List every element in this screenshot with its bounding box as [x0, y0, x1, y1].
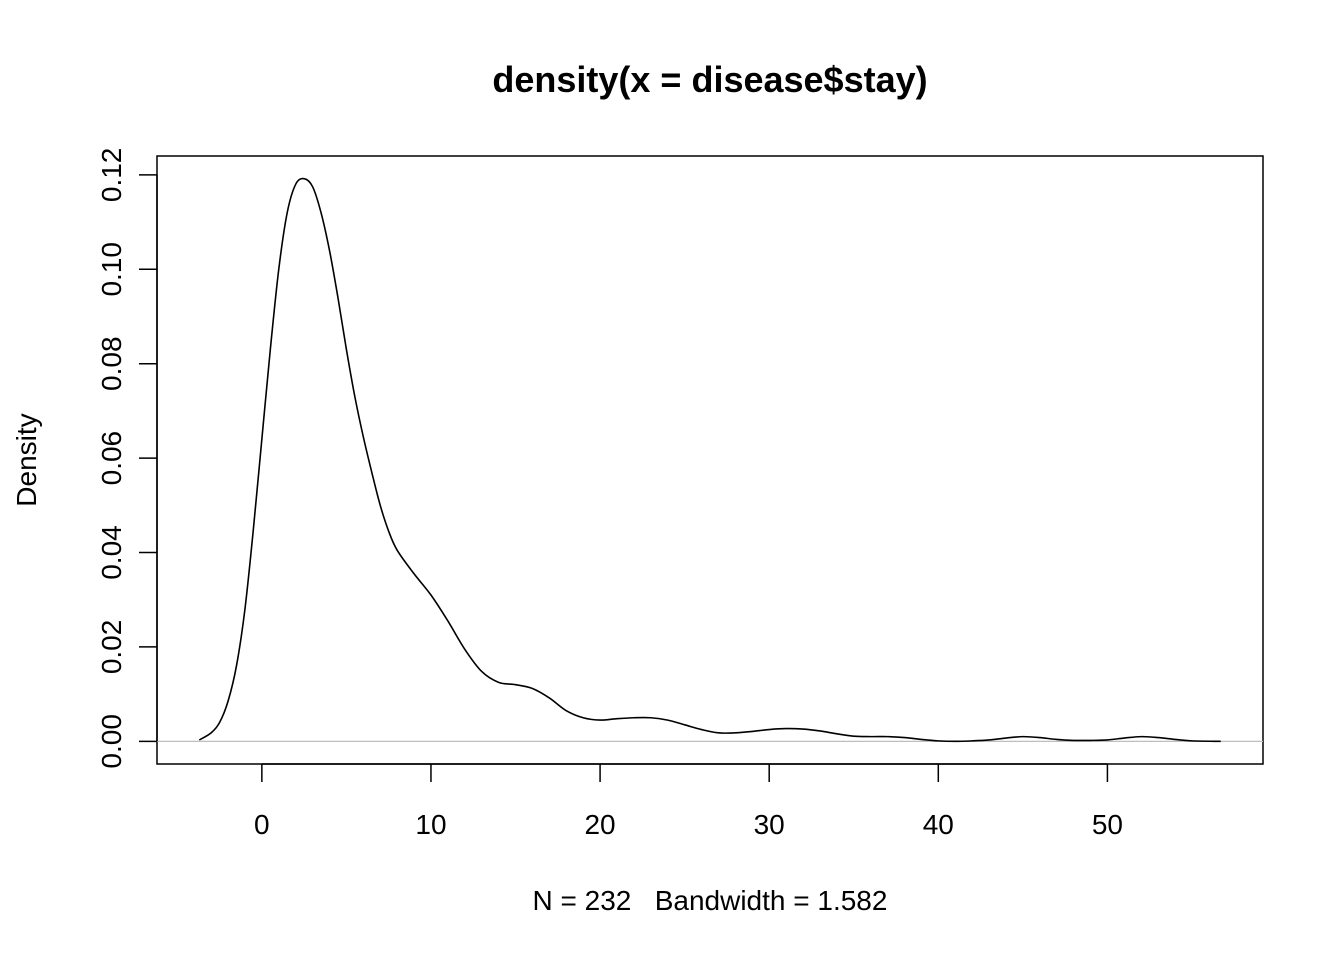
y-tick-label: 0.12 — [96, 148, 127, 203]
x-axis: 0 10 20 30 40 50 — [254, 763, 1123, 840]
x-tick-label: 40 — [923, 809, 954, 840]
y-tick-label: 0.02 — [96, 620, 127, 675]
density-curve — [198, 177, 1221, 743]
y-tick-label: 0.10 — [96, 242, 127, 297]
x-axis-label: N = 232 Bandwidth = 1.582 — [533, 885, 888, 916]
x-tick-label: 50 — [1092, 809, 1123, 840]
plot-frame — [156, 155, 1264, 765]
x-tick-label: 0 — [254, 809, 270, 840]
y-axis: 0.00 0.02 0.04 0.06 0.08 0.10 0.12 — [96, 148, 158, 769]
y-axis-label: Density — [11, 413, 42, 506]
x-tick-label: 20 — [584, 809, 615, 840]
y-tick-label: 0.04 — [96, 525, 127, 580]
y-tick-label: 0.00 — [96, 714, 127, 769]
x-tick-label: 10 — [415, 809, 446, 840]
y-tick-label: 0.06 — [96, 431, 127, 486]
y-tick-label: 0.08 — [96, 336, 127, 391]
x-tick-label: 30 — [754, 809, 785, 840]
chart-title: density(x = disease$stay) — [492, 59, 927, 100]
